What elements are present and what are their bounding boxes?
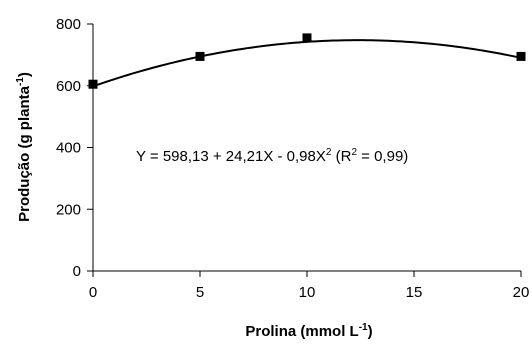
x-tick-label: 20 <box>513 284 530 301</box>
y-axis-title: Produção (g planta-1) <box>15 72 33 222</box>
x-axis-title: Prolina (mmol L-1) <box>245 322 372 340</box>
data-point <box>302 33 312 43</box>
x-tick-label: 10 <box>299 284 316 301</box>
data-point <box>516 51 526 61</box>
y-tick-label: 0 <box>73 263 81 280</box>
data-point <box>88 79 98 89</box>
y-tick-label: 200 <box>56 201 81 218</box>
x-tick-label: 5 <box>196 284 204 301</box>
y-tick-label: 600 <box>56 78 81 95</box>
fit-curve <box>92 39 522 88</box>
y-tick-label: 400 <box>56 140 81 157</box>
data-point <box>195 51 205 61</box>
y-tick-label: 800 <box>56 16 81 33</box>
plot-area <box>88 33 526 89</box>
regression-equation: Y = 598,13 + 24,21X - 0,98X2 (R2 = 0,99) <box>136 147 408 165</box>
ticks: 0 200 400 600 800 0 5 10 15 20 <box>56 16 529 301</box>
x-tick-label: 15 <box>406 284 423 301</box>
x-tick-label: 0 <box>89 284 97 301</box>
